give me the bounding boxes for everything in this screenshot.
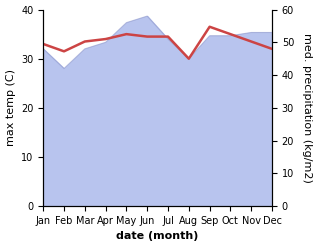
Y-axis label: max temp (C): max temp (C)	[5, 69, 16, 146]
Y-axis label: med. precipitation (kg/m2): med. precipitation (kg/m2)	[302, 33, 313, 183]
X-axis label: date (month): date (month)	[116, 231, 199, 242]
